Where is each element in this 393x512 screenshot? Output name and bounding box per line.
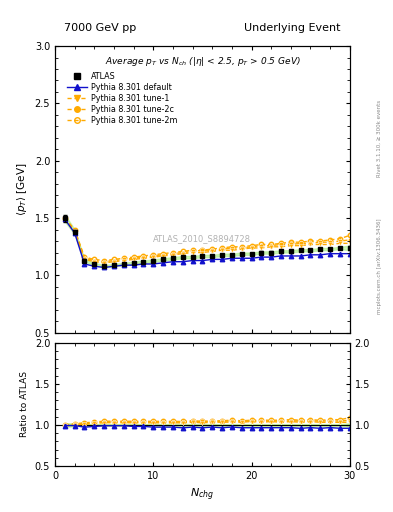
- Text: mcplots.cern.ch [arXiv:1306.3436]: mcplots.cern.ch [arXiv:1306.3436]: [377, 219, 382, 314]
- Text: Rivet 3.1.10, ≥ 300k events: Rivet 3.1.10, ≥ 300k events: [377, 100, 382, 177]
- Y-axis label: $\langle p_T \rangle$ [GeV]: $\langle p_T \rangle$ [GeV]: [15, 163, 29, 216]
- Text: 7000 GeV pp: 7000 GeV pp: [64, 23, 136, 33]
- Legend: ATLAS, Pythia 8.301 default, Pythia 8.301 tune-1, Pythia 8.301 tune-2c, Pythia 8: ATLAS, Pythia 8.301 default, Pythia 8.30…: [65, 70, 179, 126]
- X-axis label: $N_{chg}$: $N_{chg}$: [190, 486, 215, 503]
- Y-axis label: Ratio to ATLAS: Ratio to ATLAS: [20, 372, 29, 437]
- Text: ATLAS_2010_S8894728: ATLAS_2010_S8894728: [153, 233, 252, 243]
- Text: Average $p_T$ vs $N_{ch}$ ($|\eta|$ < 2.5, $p_T$ > 0.5 GeV): Average $p_T$ vs $N_{ch}$ ($|\eta|$ < 2.…: [105, 55, 300, 68]
- Text: Underlying Event: Underlying Event: [244, 23, 341, 33]
